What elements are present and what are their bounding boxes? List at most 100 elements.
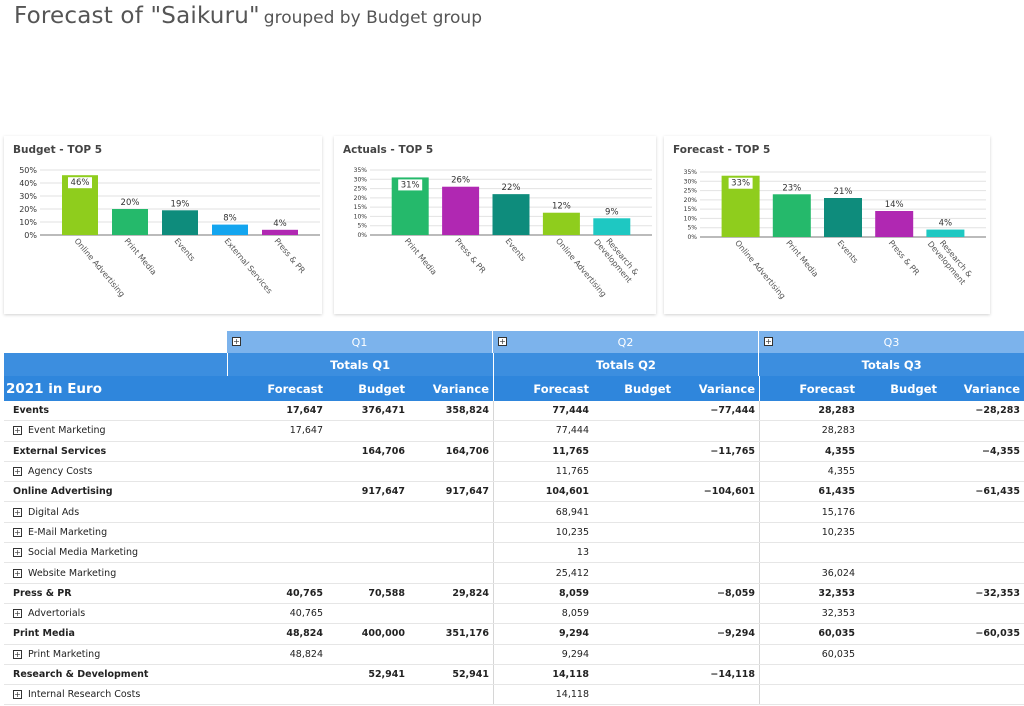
totals-header-row: Totals Q1 Totals Q2 Totals Q3 [4, 353, 1024, 376]
y-tick-label: 15% [684, 206, 698, 213]
row-label[interactable]: + Website Marketing [4, 563, 227, 582]
value-cell [593, 482, 675, 501]
col-header-variance[interactable]: Variance [432, 381, 489, 396]
chart-title: Budget - TOP 5 [13, 144, 102, 156]
value-cell: 4,355 [759, 441, 859, 461]
col-header-budget[interactable]: Budget [624, 381, 671, 396]
value-cell [593, 543, 675, 562]
col-header-variance[interactable]: Variance [698, 381, 755, 396]
value-cell [859, 665, 941, 684]
group-row: Online Advertising 917,647 917,647 104,601 −… [4, 482, 1024, 503]
col-header-budget[interactable]: Budget [358, 381, 405, 396]
value-cell: 77,444 [493, 401, 593, 421]
value-cell: −8,059 [716, 587, 755, 599]
value-cell: 164,706 [445, 445, 489, 457]
x-category-label: Press & PR [453, 237, 488, 276]
y-tick-label: 30% [684, 178, 698, 185]
y-tick-label: 0% [24, 231, 37, 240]
x-category-label: Print Media [403, 237, 439, 277]
row-label-text: Press & PR [13, 587, 72, 599]
row-label-text: Events [13, 405, 50, 417]
row-label[interactable]: + Digital Ads [4, 502, 227, 521]
row-label[interactable]: + Social Media Marketing [4, 543, 227, 562]
value-cell [859, 523, 941, 542]
x-category-label: External Services [222, 237, 274, 296]
col-header-forecast[interactable]: Forecast [267, 381, 323, 396]
bar [824, 198, 862, 237]
expand-icon[interactable]: + [13, 568, 22, 578]
row-label: Events [4, 401, 227, 420]
col-header-variance[interactable]: Variance [963, 381, 1020, 396]
data-label: 33% [731, 179, 750, 189]
value-cell [593, 563, 675, 582]
value-cell [675, 645, 759, 664]
value-cell [859, 543, 941, 562]
value-cell [675, 543, 759, 562]
value-cell: 60,035 [759, 624, 859, 644]
row-label[interactable]: + Advertorials [4, 604, 227, 623]
value-cell [593, 442, 675, 461]
data-label: 31% [401, 180, 420, 190]
value-cell [327, 645, 409, 664]
row-label[interactable]: + Event Marketing [4, 421, 227, 440]
expand-icon[interactable]: + [498, 337, 507, 346]
value-cell [859, 645, 941, 664]
y-tick-label: 0% [687, 234, 697, 241]
value-cell: 15,176 [759, 502, 859, 522]
row-label-text: Research & Development [13, 669, 149, 680]
value-cell [227, 482, 327, 501]
chart-budget-top5: Budget - TOP 5 0% 10% 20% 30% 40% 50% 46% Online… [4, 136, 322, 314]
value-cell: 32,353 [759, 603, 859, 624]
page-title-main: Forecast of "Saikuru" [14, 3, 260, 29]
value-cell [859, 502, 941, 521]
data-label-background [68, 177, 92, 189]
row-label: Press & PR [4, 584, 227, 603]
expand-icon[interactable]: + [232, 337, 241, 346]
expand-icon[interactable]: + [764, 337, 773, 346]
row-label[interactable]: + Agency Costs [4, 462, 227, 481]
value-cell: 10,235 [759, 522, 859, 543]
value-cell [759, 664, 859, 685]
col-header-forecast[interactable]: Forecast [759, 376, 859, 401]
value-cell [859, 624, 941, 643]
value-cell: 400,000 [361, 628, 405, 640]
value-cell [675, 685, 759, 704]
value-cell: 917,647 [445, 486, 489, 498]
expand-icon[interactable]: + [13, 690, 22, 700]
value-cell: 17,647 [289, 425, 323, 437]
page-title: Forecast of "Saikuru" grouped by Budget g… [14, 3, 482, 29]
x-category-label: Press & PR [887, 239, 922, 278]
row-label[interactable]: + Internal Research Costs [4, 685, 227, 704]
x-category-label: Print Media [122, 237, 158, 277]
value-cell: 10,235 [493, 522, 593, 543]
value-cell: 9,294 [493, 624, 593, 644]
value-cell [941, 685, 1024, 704]
expand-icon[interactable]: + [13, 467, 22, 477]
expand-icon[interactable]: + [13, 527, 22, 537]
expand-icon[interactable]: + [13, 426, 22, 436]
value-cell [409, 563, 493, 582]
value-cell: 9,294 [493, 644, 593, 664]
col-header-forecast[interactable]: Forecast [493, 376, 593, 401]
row-label[interactable]: + E-Mail Marketing [4, 523, 227, 542]
col-header-budget[interactable]: Budget [890, 381, 937, 396]
data-label: 8% [223, 214, 237, 224]
value-cell [675, 462, 759, 481]
expand-icon[interactable]: + [13, 649, 22, 659]
value-cell [859, 462, 941, 481]
data-label-background [398, 179, 423, 191]
expand-icon[interactable]: + [13, 507, 22, 517]
value-cell [593, 584, 675, 603]
x-category-label: Research &Development [592, 231, 641, 284]
value-cell [941, 523, 1024, 542]
data-label: 4% [273, 219, 287, 229]
x-category-label: Press & PR [272, 237, 307, 276]
expand-icon[interactable]: + [13, 609, 22, 619]
row-label[interactable]: + Print Marketing [4, 645, 227, 664]
y-tick-label: 50% [19, 166, 37, 175]
expand-icon[interactable]: + [13, 548, 22, 558]
value-cell [227, 523, 327, 542]
value-cell [859, 401, 941, 420]
value-cell: 14,118 [493, 685, 593, 705]
value-cell: 104,601 [493, 482, 593, 502]
